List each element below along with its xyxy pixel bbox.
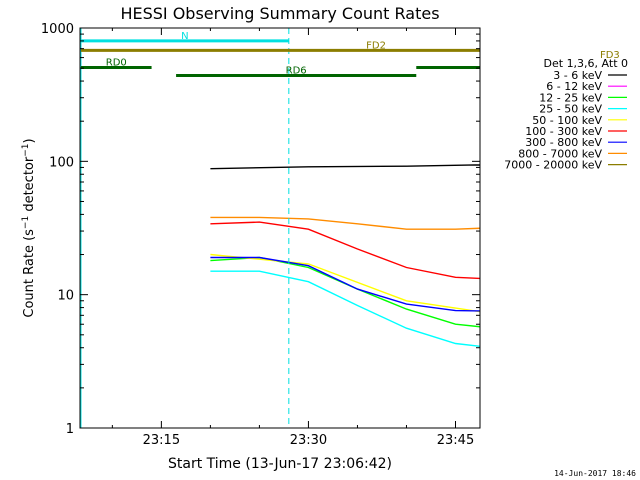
series-line-1 [603, 346, 640, 359]
annotation-label-4: RD6 [286, 66, 307, 77]
y-axis-label: Count Rate (s−1 detector−1) [21, 138, 37, 317]
y-tick-label-0: 1 [66, 422, 74, 437]
x-tick-label-0: 23:15 [143, 433, 180, 448]
x-axis-label: Start Time (13-Jun-17 23:06:42) [168, 456, 392, 472]
chart-title: HESSI Observing Summary Count Rates [120, 4, 439, 23]
legend-label-3: 25 - 50 keV [539, 103, 602, 116]
legend-label-0: 3 - 6 keV [553, 69, 602, 82]
annotation-label-2: FD3 [600, 50, 620, 61]
series-line-3 [210, 270, 480, 348]
series-line-0 [210, 164, 480, 170]
legend-label-1: 6 - 12 keV [546, 80, 602, 93]
y-tick-label-3: 1000 [41, 22, 74, 37]
annotation-label-3: RD0 [106, 58, 127, 69]
x-tick-label-1: 23:30 [290, 433, 327, 448]
legend-label-7: 800 - 7000 keV [518, 147, 602, 160]
legend-label-4: 50 - 100 keV [532, 114, 602, 127]
series-line-7 [210, 216, 480, 230]
series-line-4 [210, 253, 480, 313]
series-line-2 [210, 256, 480, 328]
footer-timestamp: 14-Jun-2017 18:46 [554, 469, 636, 478]
y-tick-label-2: 100 [49, 155, 74, 170]
plot-frame [79, 27, 481, 429]
annotation-label-0: N [181, 31, 188, 42]
legend-label-5: 100 - 300 keV [525, 125, 602, 138]
legend-label-6: 300 - 800 keV [525, 136, 602, 149]
legend-label-2: 12 - 25 keV [539, 91, 602, 104]
x-tick-label-2: 23:45 [437, 433, 474, 448]
series-line-6 [210, 256, 480, 312]
legend-label-8: 7000 - 20000 keV [504, 159, 602, 172]
annotation-label-1: FD2 [366, 40, 386, 51]
series-line-5 [210, 221, 480, 280]
legend-header: Det 1,3,6, Att 0 [544, 57, 628, 70]
y-tick-label-1: 10 [57, 289, 74, 304]
